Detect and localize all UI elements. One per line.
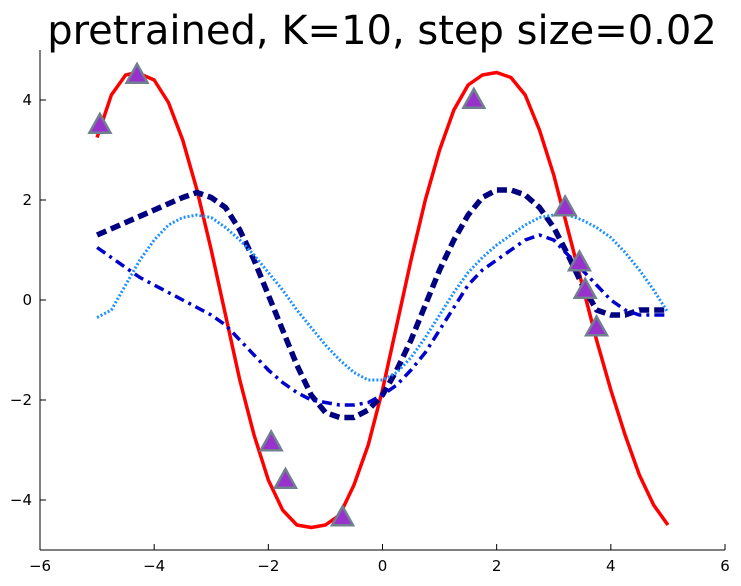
- y-tick-label: 4: [22, 91, 32, 109]
- data-points-group: [87, 61, 610, 527]
- y-tick-label: 2: [22, 191, 32, 209]
- x-tick-label: −6: [29, 557, 51, 575]
- ticks-group: −6 −4 −2 0 2 4 6 −4 −2 0 2 4: [10, 91, 730, 575]
- x-tick-label: −2: [257, 557, 279, 575]
- data-point-triangle: [124, 61, 150, 84]
- data-point-triangle: [258, 428, 284, 452]
- y-tick-label: −4: [10, 491, 32, 509]
- series-line-dotted: [96, 213, 670, 382]
- y-tick-label: −2: [10, 391, 32, 409]
- x-tick-label: 0: [378, 557, 388, 575]
- data-point-triangle: [572, 276, 598, 299]
- series-group: [95, 70, 670, 530]
- series-line-dashed: [95, 187, 668, 421]
- x-tick-label: −4: [143, 557, 165, 575]
- data-point-triangle: [461, 86, 487, 109]
- y-tick-label: 0: [22, 291, 32, 309]
- series-line-dashdot: [96, 233, 668, 407]
- data-point-triangle: [583, 313, 610, 337]
- x-tick-label: 4: [606, 557, 616, 575]
- chart-title: pretrained, K=10, step size=0.02: [47, 8, 717, 54]
- data-point-triangle: [552, 193, 578, 217]
- x-tick-label: 2: [492, 557, 502, 575]
- data-point-triangle: [566, 248, 593, 272]
- data-point-triangle: [87, 111, 113, 134]
- x-tick-label: 6: [720, 557, 730, 575]
- data-point-triangle: [329, 503, 356, 527]
- data-point-triangle: [272, 466, 299, 489]
